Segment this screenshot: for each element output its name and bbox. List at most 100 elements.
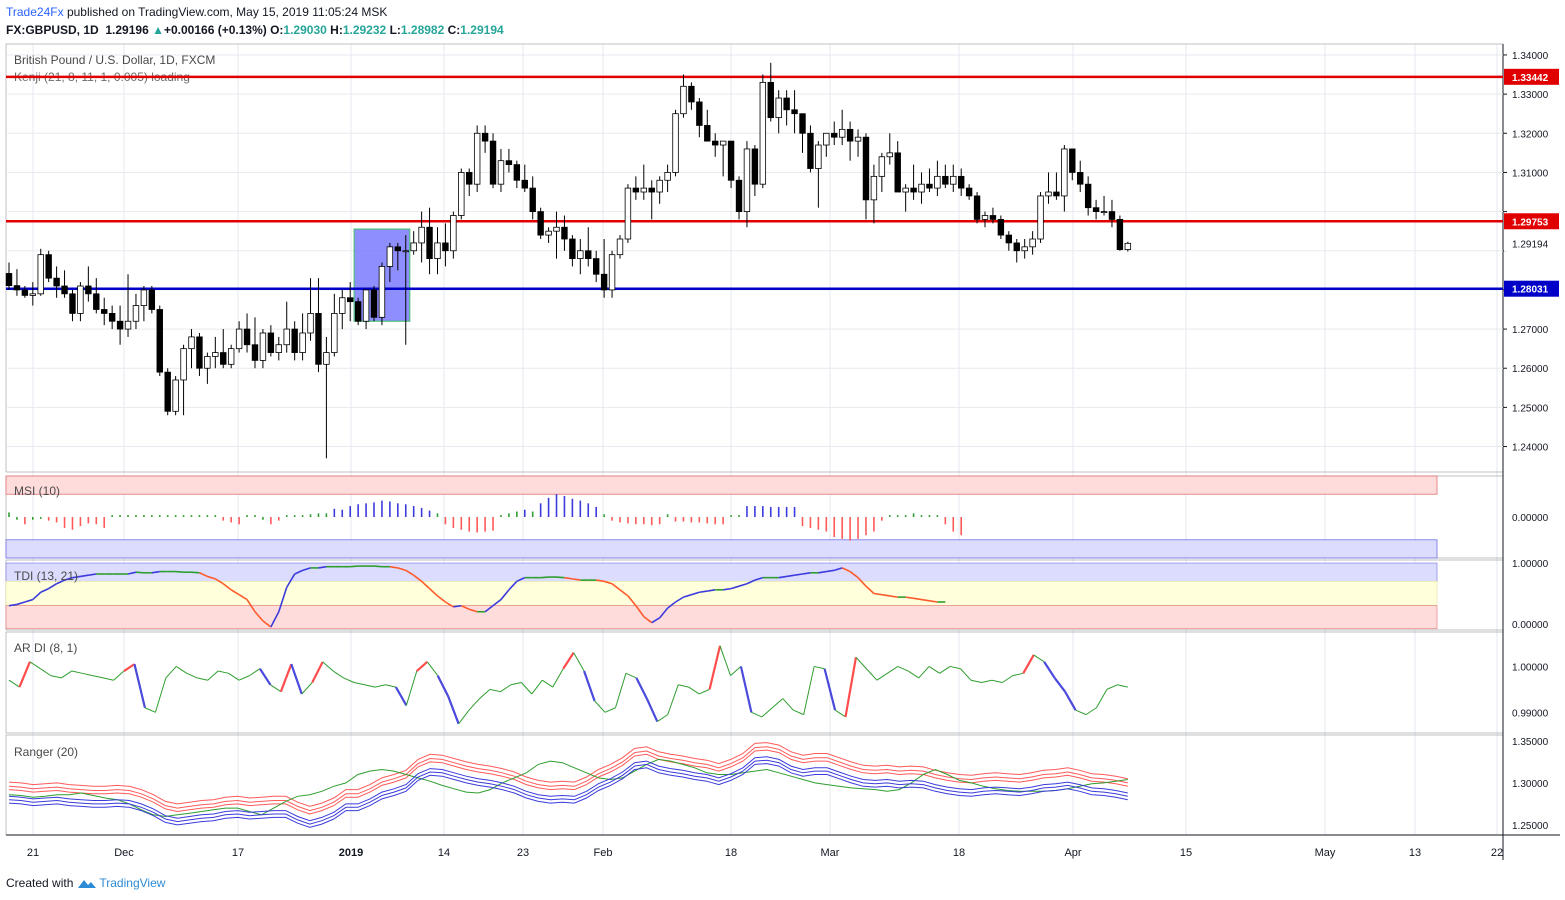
ardi-line-segment <box>614 673 627 708</box>
ardi-line-segment <box>520 682 533 695</box>
price-tick-label: 1.33000 <box>1512 90 1549 101</box>
time-axis-label: 18 <box>725 847 737 859</box>
ardi-line-segment <box>928 666 940 674</box>
ardi-line-segment <box>82 672 93 677</box>
ardi-line-segment <box>510 682 522 686</box>
tdi-line-segment <box>619 589 629 597</box>
candle-body <box>712 140 719 146</box>
ardi-line-segment <box>876 672 888 681</box>
level-price-label: 1.33442 <box>1512 73 1549 84</box>
tdi-line-segment <box>603 580 613 585</box>
ardi-line-segment <box>844 657 858 718</box>
ardi-line-segment <box>259 668 272 686</box>
candle-body <box>370 289 378 318</box>
ardi-line-segment <box>92 675 104 679</box>
tdi-line-segment <box>230 589 240 596</box>
ardi-line-segment <box>394 686 408 706</box>
candle-body <box>442 242 449 252</box>
candle-body <box>101 309 108 314</box>
ardi-line-segment <box>678 684 689 688</box>
tdi-line-segment <box>24 598 34 603</box>
ardi-line-segment <box>645 698 659 722</box>
candle-body <box>958 175 965 189</box>
tdi-line-segment <box>865 585 875 595</box>
publisher-link[interactable]: Trade24Fx <box>6 5 64 19</box>
ardi-line-segment <box>1075 709 1087 716</box>
candle-body <box>164 371 171 412</box>
ardi-line-segment <box>949 665 961 670</box>
ardi-line-segment <box>426 661 439 676</box>
candle-body <box>727 140 735 181</box>
candle-body <box>132 305 140 322</box>
tdi-line-segment <box>921 598 930 602</box>
ardi-line-segment <box>1043 661 1056 679</box>
candle-body <box>1116 219 1124 250</box>
msi-title: MSI (10) <box>14 484 60 498</box>
candle-body <box>767 81 774 119</box>
ardi-line-segment <box>960 668 972 681</box>
ardi-title: AR DI (8, 1) <box>14 641 77 655</box>
footer: Created with TradingView <box>6 876 165 891</box>
time-axis-label: May <box>1315 847 1336 859</box>
ardi-line-segment <box>604 707 616 713</box>
tdi-line-segment <box>199 572 208 578</box>
candle-body <box>791 109 798 115</box>
high-value: 1.29232 <box>342 23 387 37</box>
ardi-line-segment <box>667 684 679 715</box>
level-price-label: 1.29753 <box>1512 217 1549 228</box>
candle-body <box>235 328 243 350</box>
created-with-text: Created with <box>6 876 74 890</box>
candle-body <box>85 285 92 295</box>
ardi-line-segment <box>123 663 136 672</box>
candle-body <box>751 148 759 185</box>
candle-body <box>545 230 552 236</box>
candle-body <box>1061 148 1068 197</box>
candle-body <box>140 289 148 306</box>
tdi-line-segment <box>175 570 184 573</box>
candle-body <box>561 226 568 240</box>
candle-body <box>69 293 76 314</box>
candle-body <box>1021 246 1028 252</box>
ardi-line-segment <box>405 670 418 706</box>
tdi-line-segment <box>405 569 415 576</box>
ardi-line-segment <box>751 711 763 718</box>
ardi-line-segment <box>29 661 41 670</box>
price-change: +0.00166 (+0.13%) <box>163 23 267 37</box>
candle-body <box>13 285 21 291</box>
tdi-line-segment <box>826 569 835 573</box>
symbol-label[interactable]: FX:GBPUSD, 1D <box>6 23 99 37</box>
ardi-line-segment <box>165 666 177 679</box>
ardi-line-segment <box>385 684 396 688</box>
tdi-line-segment <box>667 601 677 609</box>
ardi-line-segment <box>113 670 125 681</box>
msi-lower-band <box>5 539 1438 559</box>
msi-tick-label: 0.00000 <box>1512 513 1549 524</box>
tdi-line-segment <box>16 601 26 606</box>
price-tick-label: 1.34000 <box>1512 51 1549 62</box>
ardi-line-segment <box>40 668 52 677</box>
candle-body <box>807 132 814 169</box>
tradingview-link[interactable]: TradingView <box>99 876 166 890</box>
tdi-line-segment <box>8 603 18 607</box>
tdi-line-segment <box>468 608 478 613</box>
tdi-line-segment <box>905 596 914 600</box>
tdi-line-segment <box>413 574 423 582</box>
time-axis-label: 2019 <box>339 847 363 859</box>
tdi-line-segment <box>238 594 248 601</box>
ranger-series-line <box>8 763 1128 828</box>
tdi-lower-band <box>5 605 1438 630</box>
tdi-line-segment <box>723 587 732 591</box>
tdi-line-segment <box>683 593 692 598</box>
current-price-tag <box>1504 235 1559 252</box>
tdi-line-segment <box>659 607 669 619</box>
ardi-line-segment <box>657 714 669 722</box>
candle-body <box>616 238 624 256</box>
tdi-line-segment <box>651 617 661 624</box>
ardi-line-segment <box>332 670 344 679</box>
candle-body <box>624 187 632 240</box>
candle-body <box>934 175 941 189</box>
candle-body <box>489 140 497 185</box>
candle-body <box>823 132 830 146</box>
time-axis-label: 13 <box>1409 847 1421 859</box>
